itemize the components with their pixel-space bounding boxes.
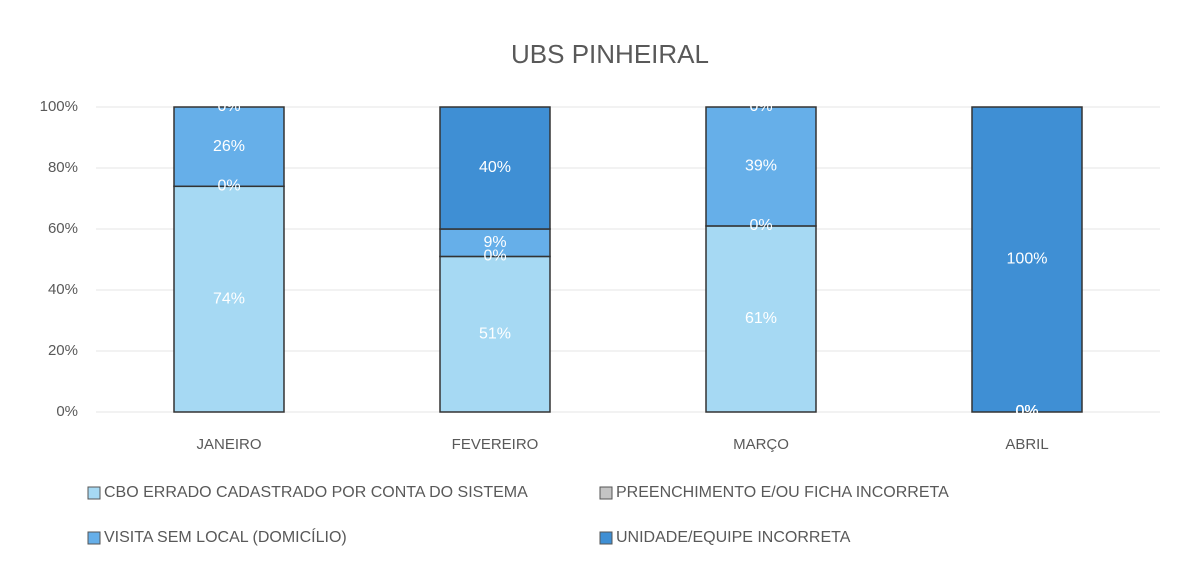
chart-title: UBS PINHEIRAL xyxy=(511,39,709,69)
bar-segment xyxy=(705,225,817,413)
value-label: 0% xyxy=(749,98,772,115)
legend-swatch xyxy=(599,486,613,500)
bar-segment xyxy=(173,106,285,188)
y-tick-label: 80% xyxy=(48,159,78,176)
value-label: 0% xyxy=(483,248,506,265)
value-label: 100% xyxy=(1007,251,1048,268)
value-label: 0% xyxy=(217,98,240,115)
y-tick-label: 40% xyxy=(48,281,78,298)
value-label: 40% xyxy=(479,159,511,176)
value-label: 9% xyxy=(483,234,506,251)
legend-swatch xyxy=(87,486,101,500)
legend-swatch xyxy=(87,531,101,545)
value-label: 39% xyxy=(745,158,777,175)
legend-label: VISITA SEM LOCAL (DOMICÍLIO) xyxy=(104,527,347,546)
value-label: 51% xyxy=(479,325,511,342)
x-tick-label: FEVEREIRO xyxy=(452,436,539,453)
bar-segment xyxy=(971,106,1083,413)
x-tick-label: MARÇO xyxy=(733,436,789,453)
y-tick-label: 0% xyxy=(56,403,78,420)
value-label: 0% xyxy=(1015,403,1038,420)
value-label: 61% xyxy=(745,310,777,327)
legend-label: CBO ERRADO CADASTRADO POR CONTA DO SISTE… xyxy=(104,484,528,501)
value-label: 26% xyxy=(213,138,245,155)
bar-segment xyxy=(439,106,551,230)
value-label: 0% xyxy=(1015,403,1038,420)
bar-segment xyxy=(439,255,551,413)
x-tick-label: ABRIL xyxy=(1005,436,1048,453)
bar-segment xyxy=(705,106,817,227)
legend-label: UNIDADE/EQUIPE INCORRETA xyxy=(616,529,851,546)
bar-segment xyxy=(173,185,285,413)
x-tick-label: JANEIRO xyxy=(196,436,261,453)
y-tick-label: 100% xyxy=(40,98,78,115)
value-label: 0% xyxy=(749,217,772,234)
legend-label: PREENCHIMENTO E/OU FICHA INCORRETA xyxy=(616,484,949,501)
legend-swatch xyxy=(599,531,613,545)
value-label: 74% xyxy=(213,290,245,307)
y-tick-label: 60% xyxy=(48,220,78,237)
value-label: 0% xyxy=(217,178,240,195)
value-label: 0% xyxy=(1015,403,1038,420)
y-tick-label: 20% xyxy=(48,342,78,359)
